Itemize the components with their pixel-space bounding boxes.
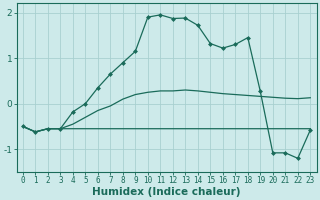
- X-axis label: Humidex (Indice chaleur): Humidex (Indice chaleur): [92, 187, 241, 197]
